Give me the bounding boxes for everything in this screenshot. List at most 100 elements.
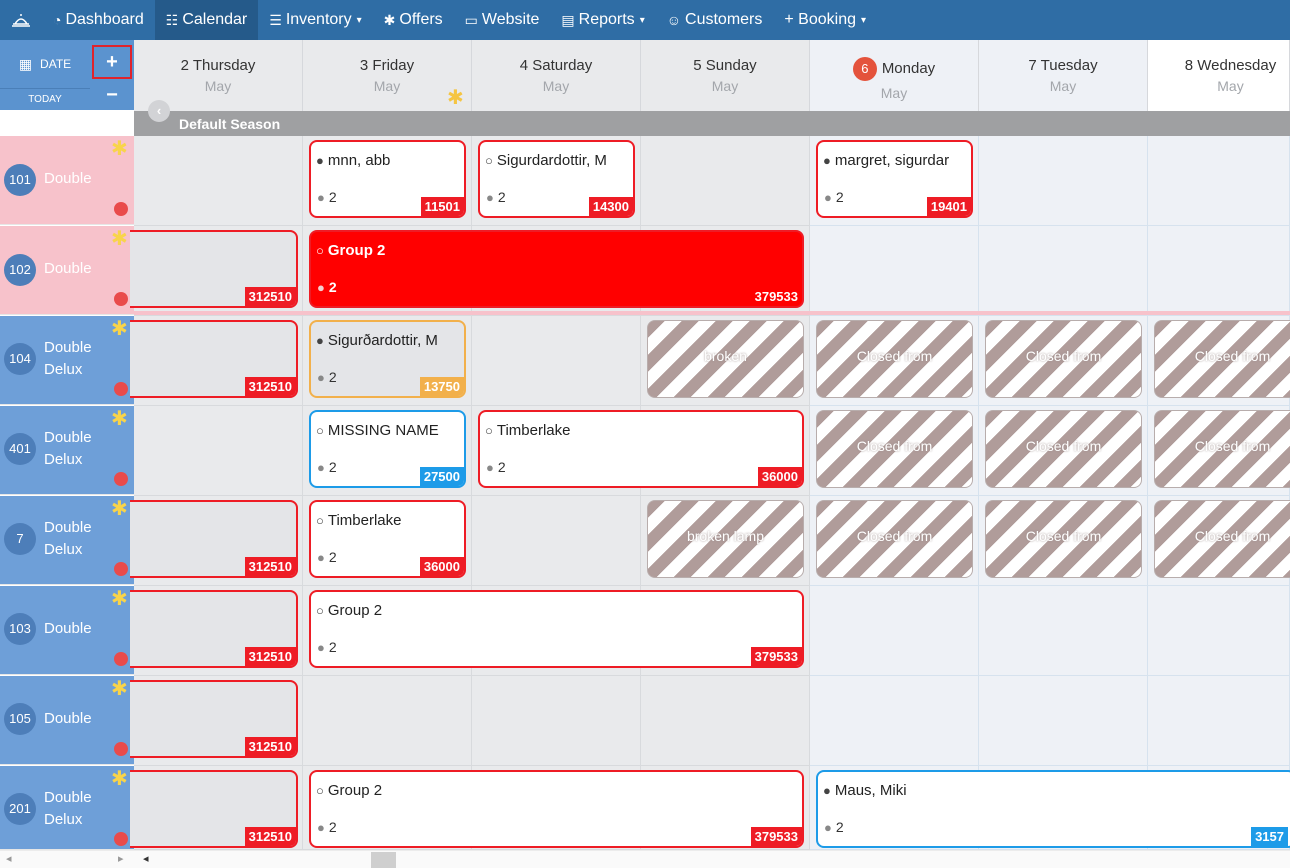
booking-card[interactable]: 312510 xyxy=(130,320,298,398)
booking-card[interactable]: ● mnn, abb ● 2 11501 xyxy=(309,140,466,218)
today-button[interactable]: TODAY xyxy=(0,88,90,110)
scrollbar-thumb[interactable] xyxy=(371,852,396,868)
nav-calendar[interactable]: ☷ Calendar xyxy=(154,0,259,40)
room-row-105[interactable]: 105 Double ✱ xyxy=(0,676,134,765)
booking-card[interactable]: ○ Group 2 ● 2 379533 xyxy=(309,590,804,668)
grid-cell[interactable] xyxy=(810,226,979,316)
booking-card[interactable]: 312510 xyxy=(130,590,298,668)
booking-card[interactable]: ○ Timberlake ● 2 36000 xyxy=(478,410,804,488)
grid-cell[interactable] xyxy=(641,586,810,676)
closure-block[interactable]: Closed from xyxy=(985,500,1142,578)
grid-cell[interactable] xyxy=(641,406,810,496)
closure-block[interactable]: Closed from xyxy=(1154,500,1290,578)
nav-reports[interactable]: ▤ Reports ▾ xyxy=(550,0,655,40)
booking-card[interactable]: ● margret, sigurdar ● 2 19401 xyxy=(816,140,973,218)
grid-cell[interactable] xyxy=(134,586,303,676)
grid-cell[interactable] xyxy=(472,496,641,586)
chevron-left-icon[interactable]: ‹ xyxy=(148,100,170,122)
closure-block[interactable]: Closed from xyxy=(816,410,973,488)
closure-block[interactable]: Closed from xyxy=(816,500,973,578)
grid-cell[interactable] xyxy=(979,136,1148,226)
grid-cell[interactable] xyxy=(641,316,810,406)
booking-card[interactable]: 312510 xyxy=(130,680,298,758)
grid-cell[interactable] xyxy=(134,136,303,226)
horizontal-scrollbar[interactable]: ◂ ▸ ◂ xyxy=(0,850,1290,868)
grid-cell[interactable] xyxy=(810,586,979,676)
room-row-102[interactable]: 102 Double ✱ xyxy=(0,226,134,315)
grid-cell[interactable] xyxy=(303,316,472,406)
grid-cell[interactable] xyxy=(979,676,1148,766)
room-row-401[interactable]: 401 Double Delux ✱ xyxy=(0,406,134,495)
booking-name-text: Group 2 xyxy=(327,602,383,619)
grid-cell[interactable] xyxy=(303,496,472,586)
grid-cell[interactable] xyxy=(472,136,641,226)
grid-cell[interactable] xyxy=(1148,226,1290,316)
day-header[interactable]: 4 Saturday May xyxy=(472,40,641,111)
closure-block[interactable]: Closed from xyxy=(985,410,1142,488)
grid-cell[interactable] xyxy=(1148,676,1290,766)
room-row-101[interactable]: 101 Double ✱ xyxy=(0,136,134,225)
grid-cell[interactable] xyxy=(979,586,1148,676)
day-header[interactable]: 3 Friday May xyxy=(303,40,472,111)
grid-cell[interactable] xyxy=(134,406,303,496)
logo-icon[interactable] xyxy=(0,0,42,40)
closure-block[interactable]: Closed from xyxy=(1154,320,1290,398)
grid-cell[interactable] xyxy=(641,496,810,586)
closure-block[interactable]: Closed from xyxy=(985,320,1142,398)
room-row-103[interactable]: 103 Double ✱ xyxy=(0,586,134,675)
booking-card[interactable]: ● Sigurðardottir, M ● 2 13750 xyxy=(309,320,466,398)
grid-cell[interactable] xyxy=(134,676,303,766)
grid-cell[interactable] xyxy=(472,676,641,766)
grid-cell[interactable] xyxy=(134,496,303,586)
booking-card[interactable]: ● Maus, Miki ● 2 3157 xyxy=(816,770,1290,848)
room-row-201[interactable]: 201 Double Delux ✱ xyxy=(0,766,134,850)
booking-card[interactable]: 312510 xyxy=(130,500,298,578)
grid-cell[interactable] xyxy=(641,226,810,316)
booking-card[interactable]: ○ Group 2 ● 2 379533 xyxy=(309,770,804,848)
grid-cell[interactable] xyxy=(134,316,303,406)
grid-cell[interactable] xyxy=(1148,586,1290,676)
closure-block[interactable]: Closed from xyxy=(1154,410,1290,488)
day-header[interactable]: 2 Thursday May xyxy=(134,40,303,111)
day-header[interactable]: 7 Tuesday May xyxy=(979,40,1148,111)
booking-card[interactable]: 312510 xyxy=(130,230,298,308)
closure-block[interactable]: broken xyxy=(647,320,804,398)
room-row-7[interactable]: 7 Double Delux ✱ xyxy=(0,496,134,585)
grid-cell[interactable] xyxy=(641,136,810,226)
grid-cell[interactable] xyxy=(134,226,303,316)
date-picker-button[interactable]: ▦ DATE xyxy=(0,40,90,88)
booking-card[interactable]: ○ Sigurdardottir, M ● 2 14300 xyxy=(478,140,635,218)
zoom-out-button[interactable]: − xyxy=(106,83,118,106)
nav-offers[interactable]: ✱ Offers xyxy=(373,0,454,40)
booking-card[interactable]: 312510 xyxy=(130,770,298,848)
grid-cell[interactable] xyxy=(810,676,979,766)
room-row-104[interactable]: 104 Double Delux ✱ xyxy=(0,316,134,405)
grid-cell[interactable] xyxy=(303,676,472,766)
scroll-right-icon[interactable]: ▸ xyxy=(118,853,124,865)
scroll-left-icon[interactable]: ◂ xyxy=(143,853,149,865)
day-header[interactable]: 5 Sunday May xyxy=(641,40,810,111)
closure-block[interactable]: Closed from xyxy=(816,320,973,398)
scroll-left-icon[interactable]: ◂ xyxy=(6,853,12,865)
grid-cell[interactable] xyxy=(641,766,810,850)
grid-cell[interactable] xyxy=(979,226,1148,316)
booking-card[interactable]: ○ MISSING NAME ● 2 27500 xyxy=(309,410,466,488)
day-header-today[interactable]: 6 Monday May xyxy=(810,40,979,111)
nav-website[interactable]: ▭ Website xyxy=(454,0,551,40)
booking-card[interactable]: ○ Timberlake ● 2 36000 xyxy=(309,500,466,578)
booking-name: ○ Group 2 xyxy=(316,782,382,799)
day-header[interactable]: 8 Wednesday May xyxy=(1148,40,1290,111)
grid-cell[interactable] xyxy=(303,136,472,226)
grid-cell[interactable] xyxy=(134,766,303,850)
booking-card[interactable]: ○ Group 2 ● 2 379533 xyxy=(309,230,804,308)
nav-customers[interactable]: ☺ Customers xyxy=(656,0,774,40)
grid-cell[interactable] xyxy=(303,406,472,496)
zoom-in-button[interactable]: + xyxy=(92,45,132,79)
nav-inventory[interactable]: ☰ Inventory ▾ xyxy=(258,0,372,40)
grid-cell[interactable] xyxy=(472,316,641,406)
nav-dashboard[interactable]: ◔ Dashboard xyxy=(42,0,155,40)
grid-cell[interactable] xyxy=(641,676,810,766)
nav-booking[interactable]: + Booking ▾ xyxy=(773,0,877,40)
grid-cell[interactable] xyxy=(1148,136,1290,226)
closure-block[interactable]: broken lamp xyxy=(647,500,804,578)
